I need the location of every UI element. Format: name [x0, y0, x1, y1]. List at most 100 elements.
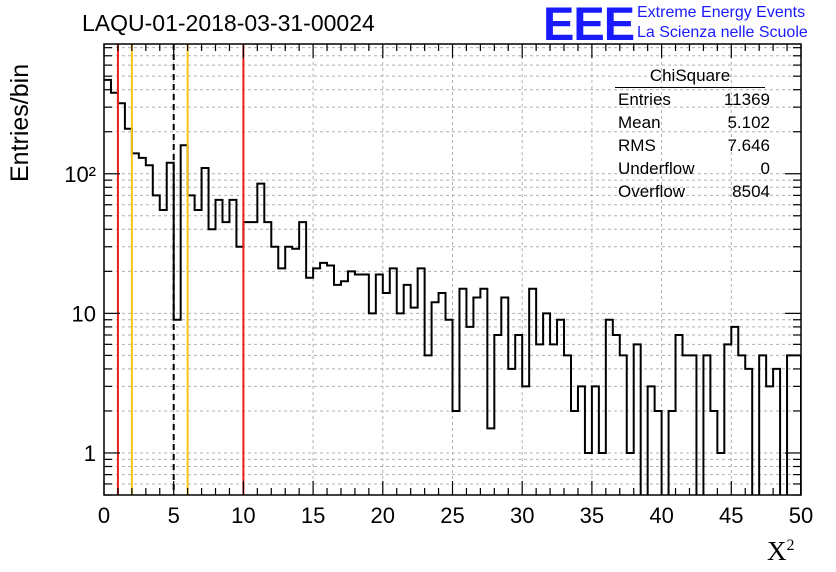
histogram-bin — [543, 313, 550, 495]
histogram-bin — [494, 335, 501, 495]
histogram-bin — [634, 344, 641, 495]
histogram-bin — [216, 200, 223, 495]
histogram-bin — [578, 386, 585, 495]
histogram-bin — [257, 184, 264, 495]
histogram-bin — [334, 285, 341, 495]
histogram-bin — [536, 344, 543, 495]
histogram-bin — [446, 320, 453, 495]
histogram-bin — [397, 313, 404, 495]
histogram-bin — [236, 247, 243, 495]
histogram-bin — [487, 428, 494, 495]
x-tick-label: 45 — [719, 503, 743, 528]
histogram-bin — [209, 229, 216, 495]
stats-row: Mean 5.102 — [610, 111, 770, 134]
histogram-bin — [362, 274, 369, 495]
histogram-bin — [745, 369, 752, 495]
histogram-bin — [606, 320, 613, 495]
stats-value: 5.102 — [727, 113, 770, 132]
histogram-bin — [829, 411, 836, 495]
stats-label: RMS — [618, 136, 656, 155]
histogram-bin — [404, 285, 411, 495]
histogram-bin — [369, 313, 376, 495]
x-tick-label: 15 — [301, 503, 325, 528]
stats-value: 0 — [760, 159, 770, 178]
y-tick-label: 10 — [72, 301, 96, 326]
stats-row: Underflow 0 — [610, 157, 770, 180]
histogram-bin — [195, 210, 202, 495]
stats-label: Overflow — [618, 182, 686, 201]
histogram-bin — [299, 222, 306, 495]
histogram-bin — [557, 320, 564, 495]
histogram-bin — [592, 386, 599, 495]
x-tick-label: 20 — [371, 503, 395, 528]
stats-label: Mean — [618, 113, 661, 132]
histogram-bin — [222, 222, 229, 495]
x-axis-label: X2 — [767, 536, 795, 566]
x-tick-label: 5 — [168, 503, 180, 528]
logo-line-2: La Scienza nelle Scuole — [637, 24, 808, 41]
histogram-bin — [285, 247, 292, 495]
histogram-bin — [383, 293, 390, 495]
x-tick-label: 10 — [231, 503, 255, 528]
histogram-bin — [320, 263, 327, 495]
histogram-bin — [229, 200, 236, 495]
histogram-bin — [167, 163, 174, 495]
threshold-lines — [116, 44, 245, 495]
x-axis-ticks: 0 5 10 15 20 25 30 35 40 45 50 — [98, 44, 813, 528]
stats-value: 7.646 — [727, 136, 770, 155]
stats-box: ChiSquare Entries 11369 Mean 5.102 RMS 7… — [610, 66, 780, 203]
histogram-bin — [264, 222, 271, 495]
stats-row: Entries 11369 — [610, 88, 770, 111]
histogram-bin — [515, 335, 522, 495]
histogram-bin — [564, 355, 571, 495]
histogram-bin — [313, 268, 320, 495]
histogram-bin — [188, 195, 195, 495]
histogram-bin — [766, 386, 773, 495]
x-tick-label: 40 — [649, 503, 673, 528]
histogram-bin — [613, 335, 620, 495]
histogram-bin — [111, 93, 118, 495]
histogram-bin — [808, 320, 815, 495]
y-tick-label: 1 — [84, 441, 96, 466]
histogram-bin — [425, 355, 432, 495]
histogram-bin — [822, 411, 829, 495]
histogram-bin — [146, 165, 153, 495]
histogram-bin — [787, 355, 794, 495]
stats-name: ChiSquare — [615, 66, 765, 88]
histogram-bin — [271, 247, 278, 495]
eee-logo: EEE — [543, 0, 635, 50]
histogram-bin — [703, 355, 710, 495]
histogram-bin — [243, 222, 250, 495]
histogram-bin — [355, 274, 362, 495]
x-tick-label: 35 — [580, 503, 604, 528]
histogram-bin — [202, 168, 209, 495]
histogram-bin — [759, 355, 766, 495]
stats-value: 11369 — [723, 90, 770, 109]
histogram-bin — [676, 335, 683, 495]
histogram-bin — [125, 129, 132, 495]
histogram-bin — [648, 386, 655, 495]
histogram-bin — [522, 386, 529, 495]
y-axis-ticks: 1 10 10² — [64, 47, 801, 496]
stats-value: 8504 — [732, 182, 770, 201]
histogram-bin — [153, 195, 160, 495]
histogram-bin — [174, 320, 181, 495]
stats-row: RMS 7.646 — [610, 134, 770, 157]
histogram-bin — [327, 266, 334, 495]
histogram-bin — [118, 103, 125, 495]
histogram-outline — [104, 78, 801, 495]
histogram-bin — [683, 355, 690, 495]
stats-label: Underflow — [618, 159, 695, 178]
x-tick-label: 30 — [510, 503, 534, 528]
histogram-bin — [815, 411, 822, 495]
x-tick-label: 0 — [98, 503, 110, 528]
histogram-bin — [292, 249, 299, 495]
histogram-bin — [104, 80, 111, 495]
histogram-bin — [160, 210, 167, 495]
stats-row: Overflow 8504 — [610, 180, 770, 203]
histogram-bin — [738, 355, 745, 495]
histogram-bin — [250, 222, 257, 495]
histogram-bin — [348, 271, 355, 495]
histogram-bin — [773, 369, 780, 495]
